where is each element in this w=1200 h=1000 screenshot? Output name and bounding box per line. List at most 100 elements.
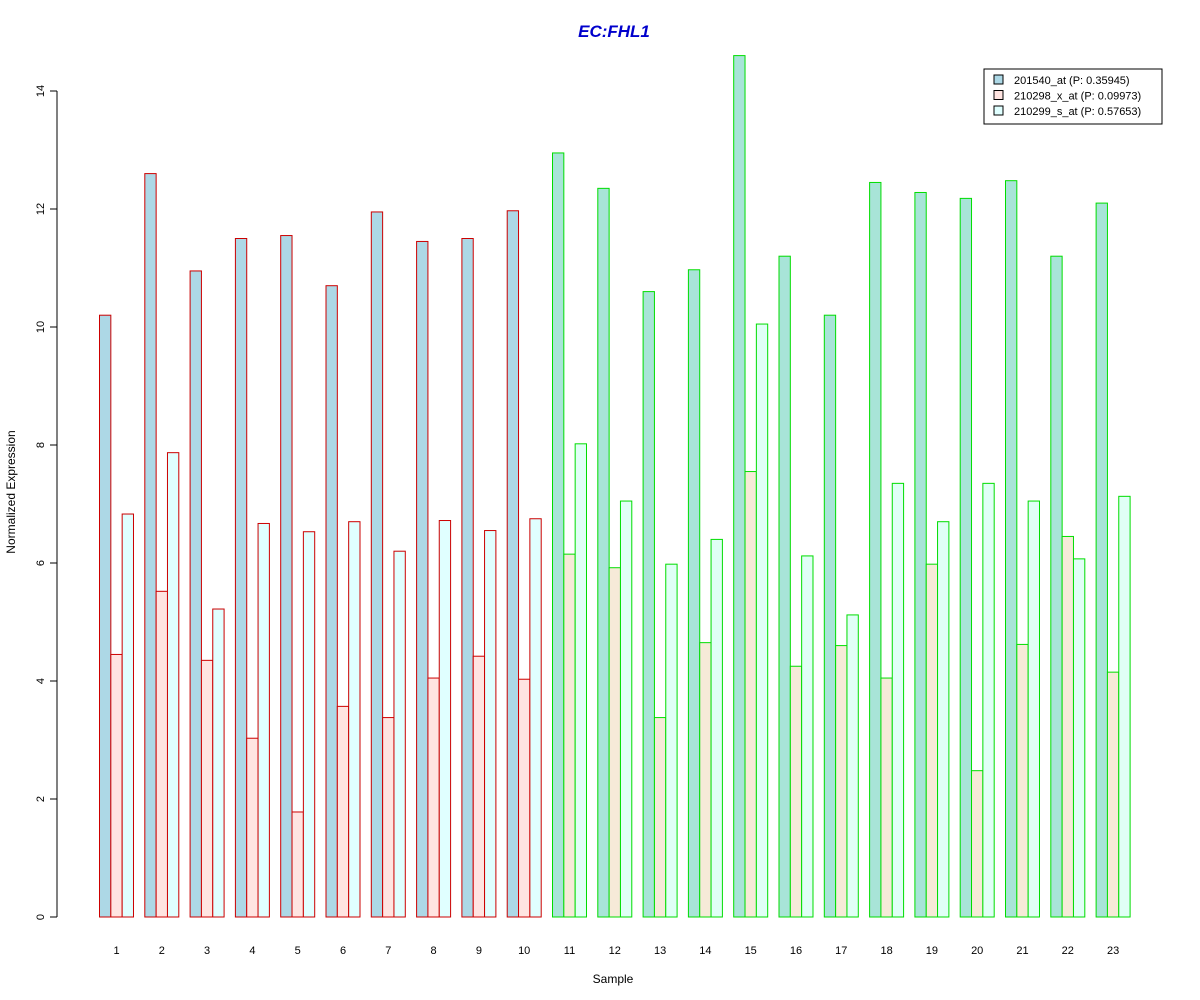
bar-sample-16-series-3 bbox=[801, 555, 814, 918]
bar-sample-17-series-1 bbox=[823, 314, 837, 918]
y-tick-label: 6 bbox=[35, 560, 47, 566]
legend-label-1: 201540_at (P: 0.35945) bbox=[1014, 75, 1130, 87]
bar-sample-9-series-3 bbox=[484, 530, 497, 918]
bar-sample-14-series-3 bbox=[710, 538, 723, 918]
legend-swatch-2 bbox=[993, 90, 1004, 100]
y-tick-label: 2 bbox=[35, 796, 47, 802]
bar-sample-1-series-1 bbox=[99, 314, 112, 918]
bar-sample-4-series-3 bbox=[257, 522, 270, 918]
y-tick-label: 14 bbox=[35, 85, 47, 97]
bar-sample-12-series-1 bbox=[597, 187, 610, 918]
bar-sample-11-series-3 bbox=[574, 443, 587, 918]
x-tick-label: 4 bbox=[249, 945, 255, 957]
bar-sample-15-series-1 bbox=[733, 55, 746, 918]
x-tick-label: 14 bbox=[699, 945, 711, 957]
x-tick-label: 18 bbox=[880, 945, 892, 957]
bar-sample-8-series-1 bbox=[416, 240, 429, 918]
y-tick-label: 0 bbox=[35, 914, 47, 920]
y-axis: 0 2 4 6 8 10 12 14 bbox=[35, 85, 58, 920]
bar-sample-16-series-2 bbox=[789, 665, 803, 918]
legend-label-3: 210299_s_at (P: 0.57653) bbox=[1014, 106, 1141, 118]
x-tick-label: 8 bbox=[431, 945, 437, 957]
x-tick-label: 17 bbox=[835, 945, 847, 957]
bar-sample-21-series-3 bbox=[1027, 500, 1040, 918]
bar-sample-18-series-3 bbox=[891, 482, 905, 918]
bar-sample-2-series-1 bbox=[144, 173, 157, 918]
bar-sample-15-series-2 bbox=[744, 471, 757, 918]
x-tick-labels: 1 2 3 4 5 6 7 8 9 10 11 12 13 14 15 16 17 18 19 20 21 22 23 bbox=[113, 945, 1119, 957]
bar-sample-15-series-3 bbox=[755, 323, 769, 918]
bar-sample-23-series-3 bbox=[1118, 495, 1131, 918]
bar-sample-6-series-1 bbox=[325, 285, 338, 918]
bar-sample-6-series-3 bbox=[348, 521, 361, 918]
bar-sample-7-series-2 bbox=[382, 717, 395, 918]
bar-sample-13-series-1 bbox=[642, 291, 655, 918]
bar-sample-10-series-1 bbox=[506, 210, 520, 918]
bar-sample-18-series-1 bbox=[869, 181, 882, 918]
bar-sample-21-series-2 bbox=[1016, 643, 1029, 918]
bar-sample-22-series-2 bbox=[1061, 535, 1074, 918]
bar-sample-19-series-2 bbox=[925, 563, 939, 918]
y-tick-label: 10 bbox=[35, 321, 47, 333]
bar-sample-17-series-3 bbox=[846, 614, 859, 918]
y-tick-label: 8 bbox=[35, 442, 47, 448]
bar-sample-10-series-2 bbox=[518, 678, 531, 918]
y-tick-label: 4 bbox=[35, 678, 47, 684]
bar-sample-4-series-2 bbox=[246, 737, 259, 918]
bar-sample-20-series-3 bbox=[982, 482, 995, 918]
bar-sample-22-series-1 bbox=[1050, 255, 1063, 918]
bar-sample-8-series-3 bbox=[438, 520, 452, 918]
bar-sample-7-series-3 bbox=[393, 550, 406, 918]
bar-sample-12-series-2 bbox=[608, 567, 621, 918]
bar-sample-14-series-2 bbox=[699, 642, 712, 918]
bar-sample-3-series-1 bbox=[189, 270, 202, 918]
bar-sample-12-series-3 bbox=[619, 500, 633, 918]
bar-sample-19-series-1 bbox=[914, 191, 927, 918]
x-tick-label: 5 bbox=[295, 945, 301, 957]
legend-box bbox=[983, 68, 1163, 125]
bar-sample-11-series-2 bbox=[563, 553, 576, 918]
bar-sample-13-series-3 bbox=[665, 563, 678, 918]
bar-sample-2-series-2 bbox=[155, 590, 168, 918]
bar-sample-3-series-2 bbox=[200, 659, 214, 918]
x-tick-label: 16 bbox=[790, 945, 802, 957]
bar-sample-23-series-1 bbox=[1095, 202, 1108, 918]
bar-sample-16-series-1 bbox=[778, 255, 791, 918]
x-tick-label: 13 bbox=[654, 945, 666, 957]
bar-sample-5-series-2 bbox=[291, 811, 304, 918]
x-tick-label: 9 bbox=[476, 945, 482, 957]
x-tick-label: 1 bbox=[113, 945, 119, 957]
x-tick-label: 21 bbox=[1016, 945, 1028, 957]
legend-label-2: 210298_x_at (P: 0.09973) bbox=[1014, 91, 1141, 103]
bar-sample-10-series-3 bbox=[529, 518, 542, 918]
bar-sample-6-series-2 bbox=[336, 705, 350, 918]
bar-sample-7-series-1 bbox=[370, 211, 384, 918]
x-tick-label: 7 bbox=[385, 945, 391, 957]
chart-title: EC:FHL1 bbox=[578, 22, 650, 41]
legend-swatch-1 bbox=[993, 74, 1004, 85]
x-tick-label: 19 bbox=[926, 945, 938, 957]
bar-sample-4-series-1 bbox=[234, 238, 248, 918]
x-tick-label: 15 bbox=[745, 945, 757, 957]
x-tick-label: 23 bbox=[1107, 945, 1119, 957]
x-axis-title: Sample bbox=[593, 972, 634, 986]
bars bbox=[99, 55, 1131, 918]
bar-sample-3-series-3 bbox=[212, 608, 225, 918]
bar-sample-17-series-2 bbox=[835, 645, 848, 918]
bar-sample-1-series-2 bbox=[110, 653, 123, 918]
bar-sample-14-series-1 bbox=[687, 269, 701, 918]
bar-sample-13-series-2 bbox=[653, 717, 667, 918]
bar-sample-1-series-3 bbox=[121, 513, 134, 918]
x-tick-label: 20 bbox=[971, 945, 983, 957]
bar-sample-20-series-2 bbox=[971, 770, 984, 918]
x-tick-label: 6 bbox=[340, 945, 346, 957]
y-tick-label: 12 bbox=[35, 203, 47, 215]
bar-sample-21-series-1 bbox=[1005, 180, 1018, 918]
legend: 201540_at (P: 0.35945) 210298_x_at (P: 0.… bbox=[983, 68, 1163, 125]
bar-sample-5-series-1 bbox=[280, 235, 293, 918]
y-axis-title: Normalized Expression bbox=[4, 430, 18, 553]
x-tick-label: 11 bbox=[564, 945, 575, 957]
x-tick-label: 12 bbox=[609, 945, 621, 957]
bar-sample-19-series-3 bbox=[937, 521, 950, 918]
